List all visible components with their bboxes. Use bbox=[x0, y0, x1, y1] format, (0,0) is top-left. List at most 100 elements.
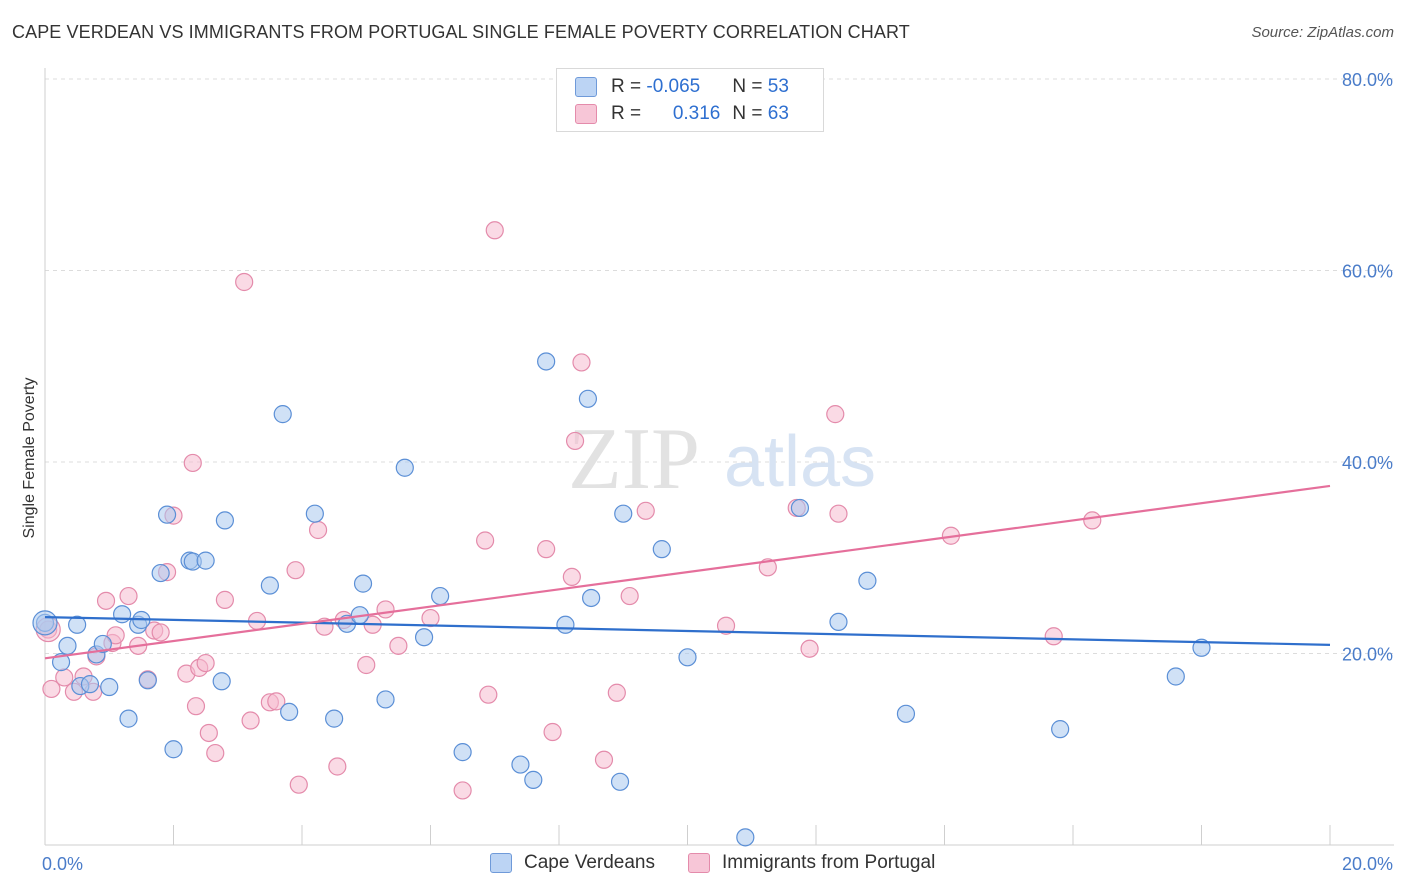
legend-r-value: 0.316 bbox=[672, 103, 721, 124]
point-cape-verdeans bbox=[395, 458, 414, 477]
point-immigrants-from-portugal bbox=[636, 501, 655, 520]
point-cape-verdeans bbox=[215, 511, 234, 530]
point-immigrants-from-portugal bbox=[55, 668, 74, 687]
point-immigrants-from-portugal bbox=[215, 590, 234, 609]
point-immigrants-from-portugal bbox=[267, 692, 286, 711]
legend-r-value: -0.065 bbox=[646, 76, 701, 97]
point-immigrants-from-portugal bbox=[328, 757, 347, 776]
y-tick-label: 40.0% bbox=[1342, 453, 1393, 473]
point-cape-verdeans bbox=[93, 634, 112, 654]
point-immigrants-from-portugal bbox=[572, 353, 591, 372]
point-cape-verdeans bbox=[1166, 667, 1185, 686]
point-immigrants-from-portugal bbox=[357, 655, 376, 675]
point-cape-verdeans bbox=[1192, 638, 1211, 657]
point-immigrants-from-portugal bbox=[289, 775, 308, 794]
point-immigrants-from-portugal bbox=[565, 431, 585, 451]
point-cape-verdeans bbox=[157, 505, 177, 524]
point-cape-verdeans bbox=[305, 504, 324, 523]
point-immigrants-from-portugal bbox=[389, 636, 408, 655]
point-immigrants-from-portugal bbox=[562, 567, 581, 587]
x-tick-label: 0.0% bbox=[42, 854, 83, 874]
point-cape-verdeans bbox=[896, 704, 916, 723]
point-cape-verdeans bbox=[138, 671, 157, 690]
point-immigrants-from-portugal bbox=[620, 586, 639, 606]
point-immigrants-from-portugal bbox=[96, 591, 116, 610]
series-immigrants-from-portugal bbox=[35, 221, 1102, 800]
point-cape-verdeans bbox=[273, 405, 292, 424]
point-cape-verdeans bbox=[51, 653, 71, 672]
legend-n-label: N = bbox=[732, 103, 768, 124]
point-immigrants-from-portugal bbox=[607, 683, 626, 702]
point-cape-verdeans bbox=[164, 740, 183, 759]
point-cape-verdeans bbox=[260, 576, 279, 595]
point-cape-verdeans bbox=[556, 615, 575, 634]
axes bbox=[44, 68, 1394, 846]
legend-n-value: 53 bbox=[767, 76, 789, 97]
point-immigrants-from-portugal bbox=[1044, 627, 1063, 646]
point-cape-verdeans bbox=[524, 770, 543, 789]
point-immigrants-from-portugal bbox=[537, 540, 556, 559]
point-cape-verdeans bbox=[68, 615, 87, 634]
point-immigrants-from-portugal bbox=[1083, 511, 1102, 530]
watermark-atlas: atlas bbox=[724, 422, 876, 502]
point-immigrants-from-portugal bbox=[543, 722, 562, 742]
trend-line-immigrants-from-portugal bbox=[44, 484, 1331, 660]
point-immigrants-from-portugal bbox=[119, 586, 138, 606]
point-cape-verdeans bbox=[829, 612, 848, 632]
point-cape-verdeans bbox=[610, 772, 630, 791]
point-immigrants-from-portugal bbox=[829, 504, 848, 523]
legend-swatch-pink bbox=[575, 104, 597, 124]
point-immigrants-from-portugal bbox=[476, 531, 495, 550]
point-cape-verdeans bbox=[678, 648, 697, 667]
legend-r-label: R = bbox=[611, 103, 647, 124]
point-immigrants-from-portugal bbox=[485, 221, 504, 240]
trend-lines bbox=[44, 484, 1331, 660]
correlation-legend: R = -0.065 N = 53 R = 0.316 N = 63 bbox=[556, 68, 824, 132]
y-tick-label: 80.0% bbox=[1342, 70, 1393, 90]
point-cape-verdeans bbox=[453, 743, 472, 762]
point-cape-verdeans bbox=[100, 677, 119, 697]
legend-row-immigrants-from-portugal: R = 0.316 N = 63 bbox=[575, 102, 789, 126]
point-cape-verdeans bbox=[376, 690, 395, 709]
watermark-zip: ZIP bbox=[568, 411, 700, 508]
legend-swatch-pink bbox=[688, 853, 710, 873]
series-legend: Cape Verdeans Immigrants from Portugal bbox=[0, 852, 1406, 876]
point-immigrants-from-portugal bbox=[235, 272, 254, 292]
point-cape-verdeans bbox=[80, 675, 100, 694]
legend-n-label: N = bbox=[732, 76, 768, 97]
point-immigrants-from-portugal bbox=[106, 626, 125, 645]
point-immigrants-from-portugal bbox=[183, 453, 202, 473]
legend-label-immigrants-from-portugal: Immigrants from Portugal bbox=[722, 852, 936, 873]
point-immigrants-from-portugal bbox=[453, 781, 472, 800]
point-cape-verdeans bbox=[58, 636, 77, 655]
point-cape-verdeans bbox=[736, 828, 755, 847]
point-immigrants-from-portugal bbox=[758, 558, 777, 577]
point-cape-verdeans bbox=[858, 571, 877, 590]
point-immigrants-from-portugal bbox=[376, 600, 395, 619]
point-cape-verdeans bbox=[325, 709, 344, 728]
point-cape-verdeans bbox=[280, 702, 299, 722]
point-cape-verdeans-large bbox=[32, 610, 58, 636]
legend-swatch-blue bbox=[490, 853, 512, 873]
y-tick-label: 20.0% bbox=[1342, 645, 1393, 665]
point-cape-verdeans bbox=[196, 551, 215, 570]
legend-r-label: R = bbox=[611, 76, 647, 97]
point-cape-verdeans bbox=[431, 586, 450, 606]
point-immigrants-from-portugal bbox=[206, 743, 225, 763]
point-cape-verdeans bbox=[578, 389, 598, 408]
legend-item-cape-verdeans: Cape Verdeans bbox=[490, 852, 655, 874]
y-tick-label: 60.0% bbox=[1342, 262, 1393, 282]
legend-n-value: 63 bbox=[767, 103, 789, 124]
point-cape-verdeans bbox=[582, 588, 601, 608]
point-immigrants-from-portugal bbox=[594, 750, 614, 769]
tick-labels: 20.0% 40.0% 60.0% 80.0% 0.0% 20.0% bbox=[42, 70, 1393, 874]
point-cape-verdeans bbox=[353, 574, 373, 593]
point-immigrants-from-portugal bbox=[151, 623, 170, 642]
point-immigrants-from-portugal bbox=[196, 653, 215, 673]
point-immigrants-from-portugal bbox=[421, 608, 440, 628]
point-immigrants-from-portugal bbox=[479, 685, 498, 704]
legend-item-immigrants-from-portugal: Immigrants from Portugal bbox=[688, 852, 935, 874]
point-cape-verdeans bbox=[652, 540, 671, 559]
point-cape-verdeans bbox=[537, 352, 556, 371]
